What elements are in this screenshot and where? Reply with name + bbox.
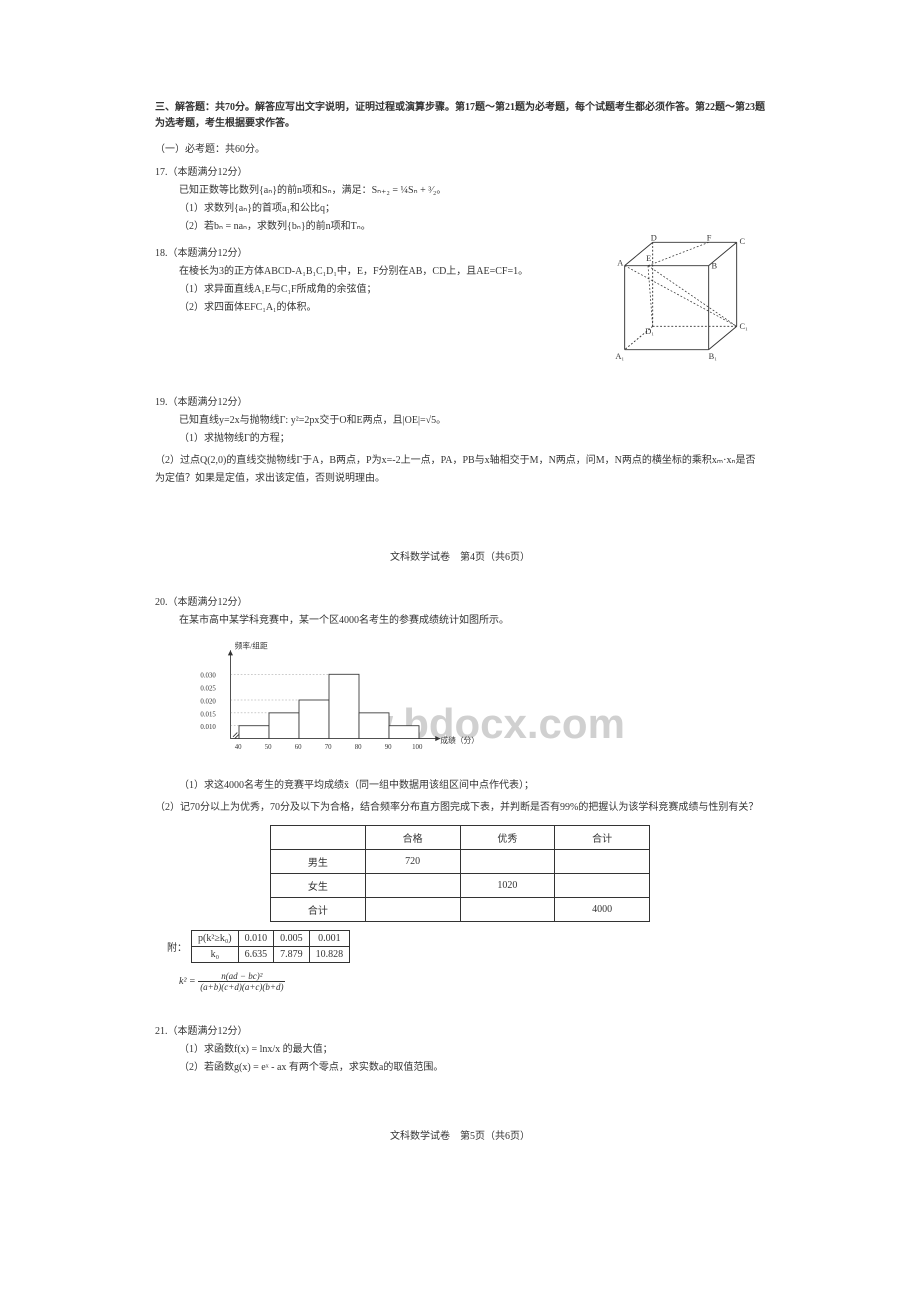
p20-title: 20.（本题满分12分） [155, 593, 765, 608]
table-cell: 6.635 [238, 947, 274, 963]
table-row: 合计 4000 [271, 898, 650, 922]
p19-line1: 已知直线y=2x与抛物线Γ: y²=2px交于O和E两点，且|OE|=√5。 [179, 412, 765, 430]
svg-text:B₁: B₁ [709, 352, 718, 361]
svg-text:0.020: 0.020 [200, 698, 216, 705]
svg-text:50: 50 [265, 744, 272, 751]
svg-text:C: C [739, 237, 745, 246]
svg-text:0.015: 0.015 [200, 711, 216, 718]
table-row: 女生 1020 [271, 874, 650, 898]
svg-text:80: 80 [355, 744, 362, 751]
table-cell: 4000 [555, 898, 650, 922]
histogram: 频率/组距 0.010 0.015 0.020 0.025 0.030 40 [179, 640, 479, 760]
table-cell [365, 874, 460, 898]
table-row: k₀ 6.635 7.879 10.828 [192, 947, 350, 963]
p19-body: 已知直线y=2x与抛物线Γ: y²=2px交于O和E两点，且|OE|=√5。 （… [179, 412, 765, 448]
table-cell [555, 874, 650, 898]
document-content: 三、解答题：共70分。解答应写出文字说明，证明过程或演算步骤。第17题～第21题… [155, 100, 765, 1142]
table-row: 男生 720 [271, 850, 650, 874]
table-cell: 10.828 [309, 947, 350, 963]
p17-body: 已知正数等比数列{aₙ}的前n项和Sₙ，满足：Sₙ₊₂ = ¼Sₙ + ³⁄₂。… [179, 182, 765, 236]
table-cell: k₀ [192, 947, 239, 963]
p21-body: （1）求函数f(x) = lnx/x 的最大值； （2）若函数g(x) = eˣ… [179, 1041, 765, 1077]
svg-text:B: B [711, 261, 717, 270]
p17-title: 17.（本题满分12分） [155, 163, 765, 178]
svg-text:频率/组距: 频率/组距 [235, 641, 268, 651]
p20-line3: （2）记70分以上为优秀，70分及以下为合格，结合频率分布直方图完成下表，并判断… [155, 799, 765, 817]
svg-text:0.010: 0.010 [200, 724, 216, 731]
svg-text:0.030: 0.030 [200, 673, 216, 680]
section-header: 三、解答题：共70分。解答应写出文字说明，证明过程或演算步骤。第17题～第21题… [155, 100, 765, 132]
svg-text:D: D [651, 233, 657, 242]
p20-body: 在某市高中某学科竞赛中，某一个区4000名考生的参赛成绩统计如图所示。 频率/组… [179, 612, 765, 795]
p19-line2: （1）求抛物线Γ的方程； [179, 430, 765, 448]
chi-square-table: p(k²≥k₀) 0.010 0.005 0.001 k₀ 6.635 7.87… [191, 930, 350, 963]
svg-text:0.025: 0.025 [200, 686, 216, 693]
contingency-table: 合格 优秀 合计 男生 720 女生 1020 合计 4000 [270, 825, 650, 922]
table-cell: 0.005 [274, 931, 310, 947]
table-cell: 优秀 [460, 826, 555, 850]
table-cell: p(k²≥k₀) [192, 931, 239, 947]
table-cell: 女生 [271, 874, 366, 898]
table-cell: 男生 [271, 850, 366, 874]
p17-line2: （1）求数列{aₙ}的首项a₁和公比q； [179, 200, 765, 218]
p17-line1: 已知正数等比数列{aₙ}的前n项和Sₙ，满足：Sₙ₊₂ = ¼Sₙ + ³⁄₂。 [179, 182, 765, 200]
svg-text:90: 90 [385, 744, 392, 751]
svg-text:A: A [617, 259, 623, 268]
svg-text:40: 40 [235, 744, 242, 751]
p21-title: 21.（本题满分12分） [155, 1022, 765, 1037]
table-cell: 合计 [271, 898, 366, 922]
p20-line2: （1）求这4000名考生的竞赛平均成绩x̄（同一组中数据用该组区间中点作代表）； [179, 777, 765, 795]
p21-line2: （2）若函数g(x) = eˣ - ax 有两个零点，求实数a的取值范围。 [179, 1059, 765, 1077]
table-cell [365, 898, 460, 922]
svg-text:100: 100 [412, 744, 423, 751]
p18-body: D F C A E B D₁ C₁ A₁ B₁ 在棱长为3的正方体ABCD-A₁… [179, 263, 765, 373]
table-cell: 720 [365, 850, 460, 874]
svg-text:C₁: C₁ [739, 322, 748, 331]
table-cell [271, 826, 366, 850]
svg-text:F: F [707, 233, 712, 242]
page5-footer: 文科数学试卷 第5页（共6页） [155, 1127, 765, 1142]
table-cell [460, 850, 555, 874]
cube-diagram: D F C A E B D₁ C₁ A₁ B₁ [615, 233, 765, 373]
table-cell [555, 850, 650, 874]
table-cell: 0.010 [238, 931, 274, 947]
table-header-row: 合格 优秀 合计 [271, 826, 650, 850]
page4-footer: 文科数学试卷 第4页（共6页） [155, 548, 765, 563]
svg-text:60: 60 [295, 744, 302, 751]
chi-square-formula: k² = n(ad − bc)²(a+b)(c+d)(a+c)(b+d) [179, 971, 765, 992]
svg-text:D₁: D₁ [645, 327, 654, 336]
table-row: p(k²≥k₀) 0.010 0.005 0.001 [192, 931, 350, 947]
table-cell: 1020 [460, 874, 555, 898]
table-cell: 合计 [555, 826, 650, 850]
table-cell [460, 898, 555, 922]
p19-line3: （2）过点Q(2,0)的直线交抛物线Γ于A，B两点，P为x=-2上一点，PA，P… [155, 452, 765, 488]
p20-line1: 在某市高中某学科竞赛中，某一个区4000名考生的参赛成绩统计如图所示。 [179, 612, 765, 630]
svg-text:成绩（分）: 成绩（分） [440, 735, 479, 745]
table-cell: 合格 [365, 826, 460, 850]
table-cell: 7.879 [274, 947, 310, 963]
svg-text:70: 70 [325, 744, 332, 751]
required-section-label: （一）必考题：共60分。 [155, 140, 765, 155]
p19-title: 19.（本题满分12分） [155, 393, 765, 408]
svg-text:A₁: A₁ [615, 352, 624, 361]
appendix-label: 附： [167, 939, 187, 954]
p21-line1: （1）求函数f(x) = lnx/x 的最大值； [179, 1041, 765, 1059]
table-cell: 0.001 [309, 931, 350, 947]
svg-text:E: E [646, 254, 651, 263]
